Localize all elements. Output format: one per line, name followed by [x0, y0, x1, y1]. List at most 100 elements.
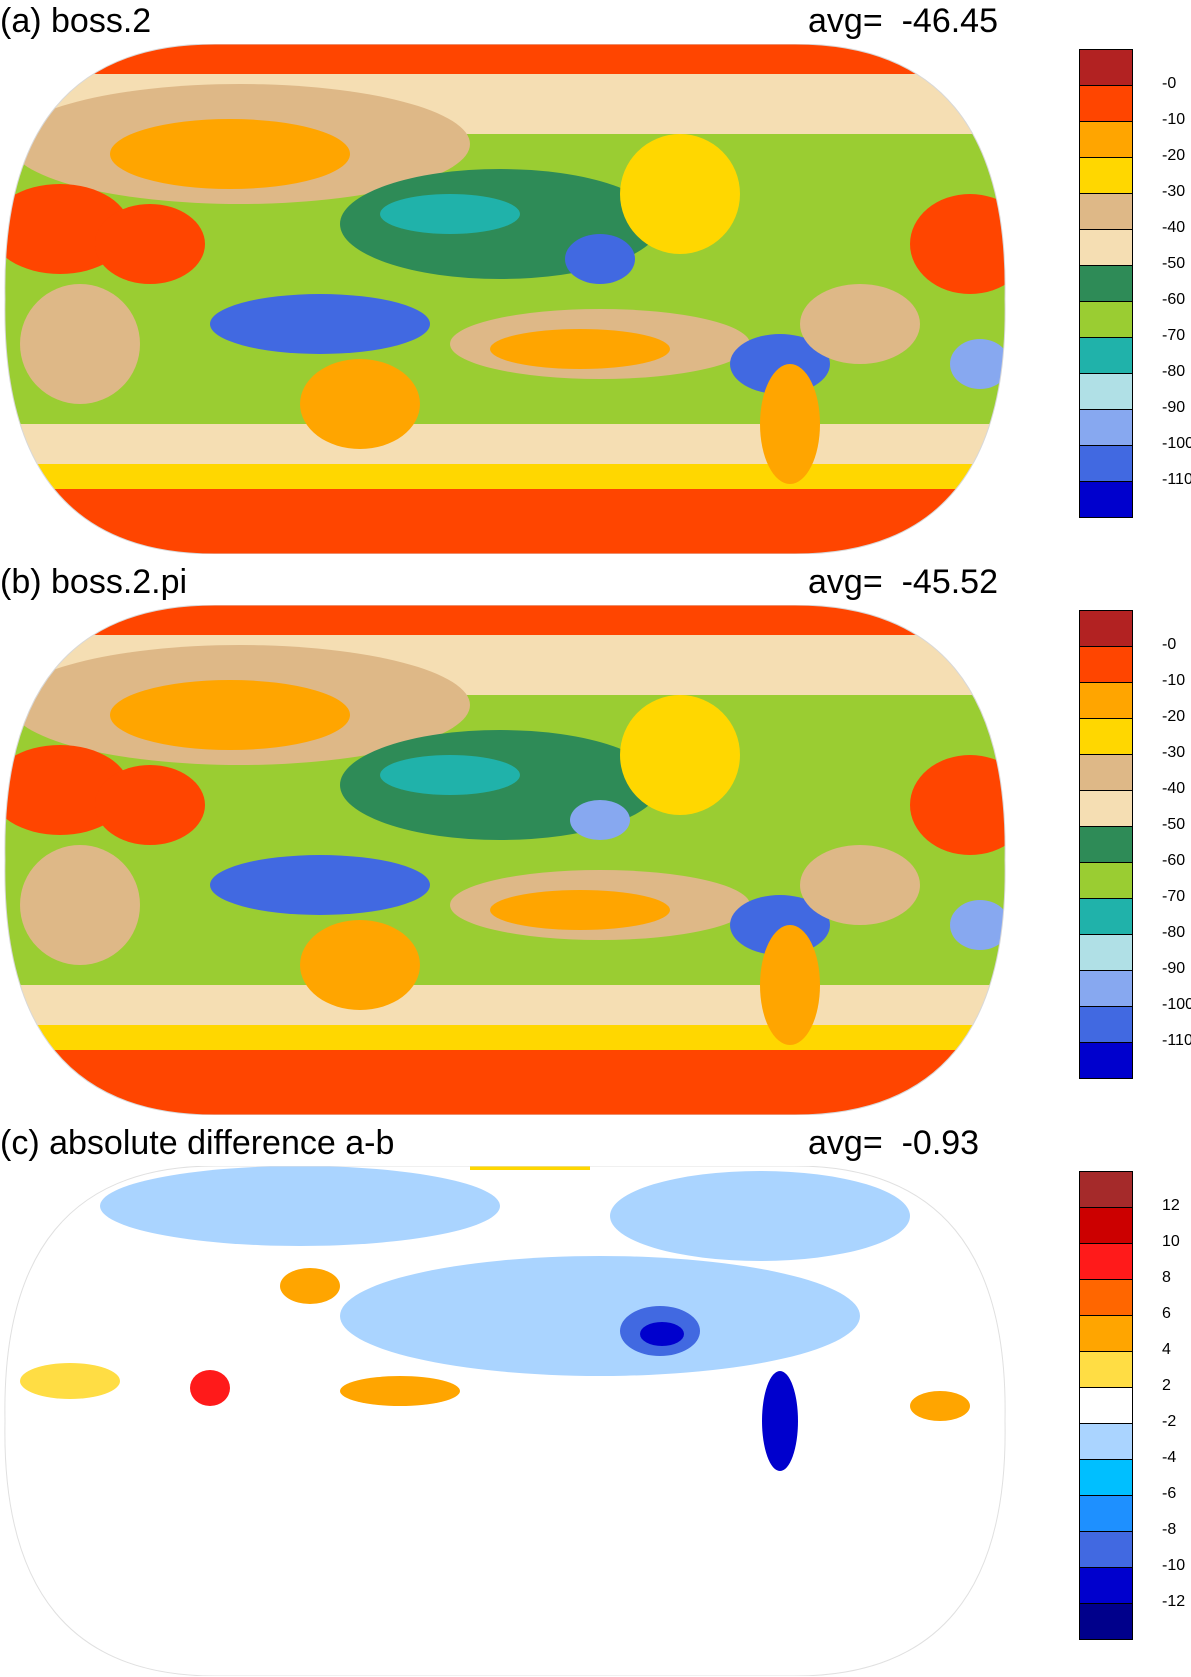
- panel-c-colorbar-swatch: [1079, 1603, 1133, 1640]
- panel-b-avg-value: -45.52: [901, 563, 998, 601]
- panel-a-arabia: [95, 204, 205, 284]
- panel-a-colorbar-label: -30: [1162, 183, 1186, 200]
- panel-b-colorbar-swatch: [1079, 646, 1133, 683]
- panel-a-colorbar-swatch: [1079, 229, 1133, 266]
- panel-c-colorbar-label: -2: [1162, 1413, 1177, 1430]
- panel-b-colorbar-label: -30: [1162, 744, 1186, 761]
- panel-c-map: [4, 1166, 1006, 1676]
- panel-a-atlantic-low: [950, 339, 1006, 389]
- panel-c-colorbar-label: -8: [1162, 1521, 1177, 1538]
- panel-b-map: [4, 605, 1006, 1115]
- panel-c-colorbar-label: 10: [1162, 1233, 1180, 1250]
- panel-a-colorbar-label: -110: [1162, 471, 1191, 488]
- panel-a-colorbar-swatch: [1079, 301, 1133, 338]
- panel-c-colorbar-swatch: [1079, 1351, 1133, 1388]
- panel-a-colorbar-label: -0: [1162, 75, 1177, 92]
- panel-b-colorbar-swatch: [1079, 718, 1133, 755]
- panel-c-colorbar-swatch: [1079, 1567, 1133, 1604]
- panel-a-avg: avg= -46.45: [808, 2, 998, 41]
- panel-a-andes: [760, 364, 820, 484]
- panel-a-south-america: [800, 284, 920, 364]
- panel-b-colorbar-swatch: [1079, 1042, 1133, 1079]
- panel-b-colorbar-label: -0: [1162, 636, 1177, 653]
- panel-b-arabia: [95, 765, 205, 845]
- panel-c-title: (c) absolute difference a-b: [0, 1124, 395, 1162]
- panel-c-pacific-core: [640, 1322, 684, 1346]
- panel-a-kuroshio: [380, 194, 520, 234]
- panel-a-colorbar-swatch: [1079, 337, 1133, 374]
- panel-a-colorbar-swatch: [1079, 85, 1133, 122]
- panel-c-colorbar-label: 12: [1162, 1197, 1180, 1214]
- panel-a-colorbar-swatch: [1079, 481, 1133, 518]
- panel-c-indian-ocean-red: [190, 1370, 230, 1406]
- panel-b-colorbar-label: -70: [1162, 888, 1186, 905]
- panel-b-sahara: [4, 745, 130, 835]
- panel-a-avg-value: -46.45: [901, 2, 998, 40]
- panel-a-antarctica: [4, 489, 1006, 554]
- panel-a-colorbar-swatch: [1079, 121, 1133, 158]
- panel-c-colorbar-swatch: [1079, 1207, 1133, 1244]
- panel-c-map-outline: [4, 1166, 1006, 1676]
- panel-a-colorbar-swatch: [1079, 373, 1133, 410]
- panel-a-colorbar-label: -80: [1162, 363, 1186, 380]
- panel-a-colorbar-label: -20: [1162, 147, 1186, 164]
- panel-c-colorbar-swatch: [1079, 1243, 1133, 1280]
- panel-b-colorbar-label: -20: [1162, 708, 1186, 725]
- panel-c-colorbar-swatch: [1079, 1171, 1133, 1208]
- panel-c-colorbar-label: 4: [1162, 1341, 1171, 1358]
- panel-a: (a) boss.2 avg= -46.45: [0, 2, 1191, 557]
- panel-b-australia: [300, 920, 420, 1010]
- panel-a-colorbar-swatch: [1079, 445, 1133, 482]
- panel-a-north-pole: [4, 44, 1006, 74]
- panel-c-colorbar-swatch: [1079, 1495, 1133, 1532]
- panel-b-colorbar-swatch: [1079, 1006, 1133, 1043]
- panel-b-africa: [20, 845, 140, 965]
- panel-b-antarctica: [4, 1050, 1006, 1115]
- panel-b-colorbar-label: -60: [1162, 852, 1186, 869]
- panel-b-avg: avg= -45.52: [808, 563, 998, 602]
- panel-b-colorbar-label: -10: [1162, 672, 1186, 689]
- panel-a-colorbar-swatch: [1079, 193, 1133, 230]
- panel-a-map: [4, 44, 1006, 554]
- panel-c-africa-yellow: [20, 1363, 120, 1399]
- panel-b-kuroshio: [380, 755, 520, 795]
- panel-b-colorbar-label: -80: [1162, 924, 1186, 941]
- panel-b-avg-label: avg=: [808, 563, 883, 601]
- panel-b-colorbar-swatch: [1079, 754, 1133, 791]
- panel-c-colorbar-swatch: [1079, 1531, 1133, 1568]
- panel-c-peru-low: [762, 1371, 798, 1471]
- panel-b: (b) boss.2.pi avg= -45.52: [0, 563, 1191, 1118]
- panel-c-avg-label: avg=: [808, 1124, 883, 1162]
- panel-c-colorbar-label: 8: [1162, 1269, 1171, 1286]
- panel-c-maritime-orange: [340, 1376, 460, 1406]
- panel-b-atlantic-low: [950, 900, 1006, 950]
- panel-a-africa: [20, 284, 140, 404]
- panel-c-colorbar-swatch: [1079, 1315, 1133, 1352]
- panel-c-colorbar-label: -6: [1162, 1485, 1177, 1502]
- panel-a-maritime-continent: [210, 294, 430, 354]
- panel-a-colorbar-label: -40: [1162, 219, 1186, 236]
- panel-b-colorbar-label: -110: [1162, 1032, 1191, 1049]
- panel-a-colorbar-label: -90: [1162, 399, 1186, 416]
- panel-c-colorbar-label: -10: [1162, 1557, 1186, 1574]
- panel-c-arctic-blue: [100, 1166, 500, 1246]
- panel-a-colorbar-swatch: [1079, 157, 1133, 194]
- panel-c-colorbar-swatch: [1079, 1423, 1133, 1460]
- panel-b-colorbar-label: -90: [1162, 960, 1186, 977]
- panel-b-colorbar-swatch: [1079, 934, 1133, 971]
- panel-b-north-pole: [4, 605, 1006, 635]
- panel-b-asia-orange: [110, 680, 350, 750]
- panel-b-colorbar-swatch: [1079, 970, 1133, 1007]
- panel-b-maritime-continent: [210, 855, 430, 915]
- panel-c: (c) absolute difference a-b avg= -0.93 1…: [0, 1124, 1191, 1677]
- panel-b-pacific-orange: [490, 890, 670, 930]
- panel-b-colorbar-label: -50: [1162, 816, 1186, 833]
- panel-b-colorbar-swatch: [1079, 898, 1133, 935]
- panel-c-avg: avg= -0.93: [808, 1124, 979, 1163]
- panel-c-china-orange: [280, 1268, 340, 1304]
- panel-b-colorbar-swatch: [1079, 862, 1133, 899]
- panel-b-map-outline: [4, 605, 1006, 1115]
- panel-a-colorbar-label: -70: [1162, 327, 1186, 344]
- panel-c-top-yellow-strip: [470, 1166, 590, 1170]
- panel-b-colorbar-swatch: [1079, 682, 1133, 719]
